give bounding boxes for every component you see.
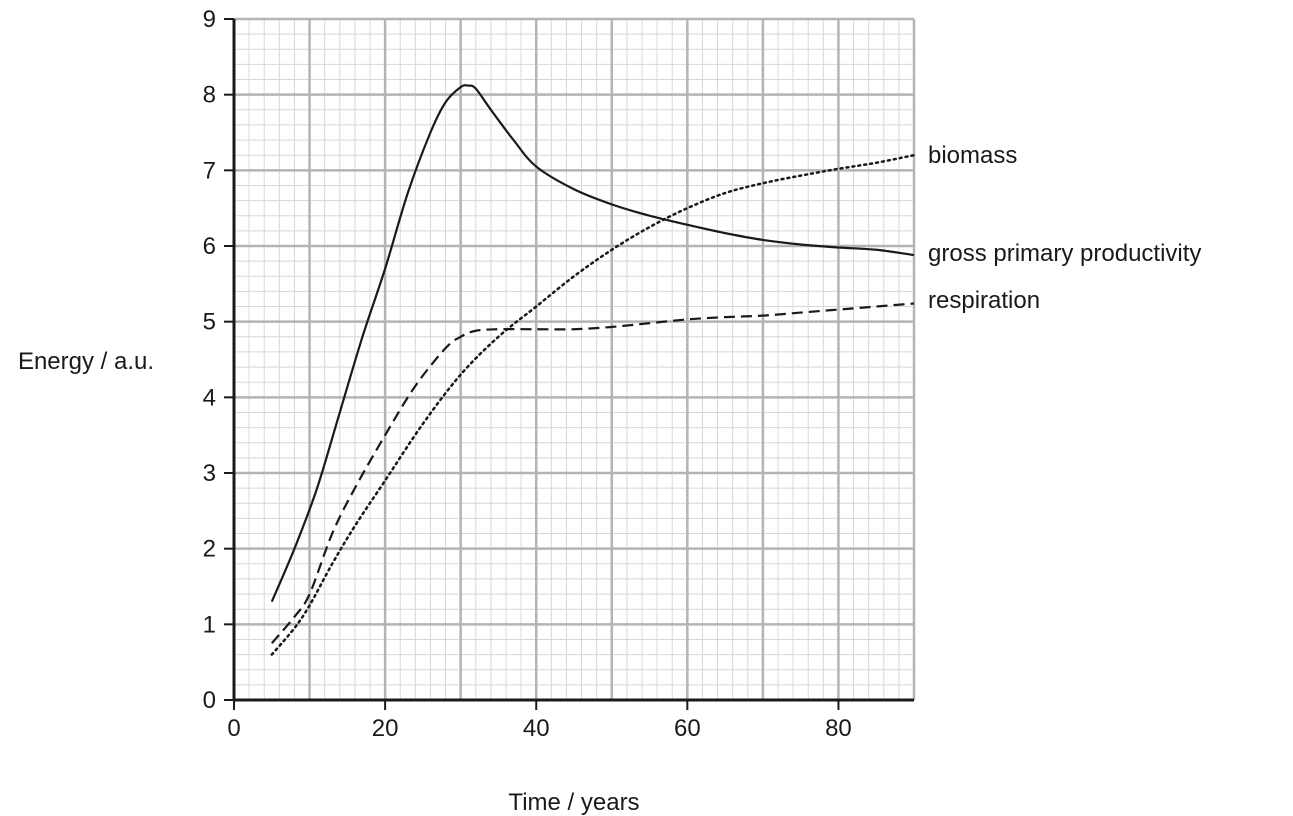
x-tick-label: 0 — [227, 715, 240, 742]
y-tick-label: 2 — [203, 536, 216, 563]
y-tick-label: 8 — [203, 82, 216, 109]
series-label-biomass: biomass — [928, 142, 1017, 169]
y-tick-label: 6 — [203, 233, 216, 260]
y-tick-label: 9 — [203, 6, 216, 33]
x-tick-label: 40 — [523, 715, 550, 742]
x-tick-label: 60 — [674, 715, 701, 742]
series-line-respiration — [270, 302, 915, 644]
series-line-gross-primary-productivity — [270, 84, 915, 603]
axes — [232, 19, 914, 702]
y-tick-label: 0 — [203, 687, 216, 714]
series-label-respiration: respiration — [928, 287, 1040, 314]
series-label-gross-primary-productivity: gross primary productivity — [928, 240, 1201, 267]
y-tick-label: 5 — [203, 309, 216, 336]
series-line-biomass — [270, 153, 916, 656]
x-tick-label: 20 — [372, 715, 399, 742]
grid-major — [234, 17, 916, 700]
y-tick-label: 7 — [203, 157, 216, 184]
grid-minor — [234, 19, 914, 700]
y-tick-label: 4 — [203, 384, 216, 411]
y-axis-title: Energy / a.u. — [18, 348, 154, 375]
series-layer — [270, 84, 916, 656]
y-tick-label: 1 — [203, 611, 216, 638]
ticks: 0 20 40 60 80 0 1 2 3 4 5 6 7 8 9 — [203, 6, 852, 742]
x-tick-label: 80 — [825, 715, 852, 742]
x-axis-title: Time / years — [508, 789, 639, 816]
y-tick-label: 3 — [203, 460, 216, 487]
